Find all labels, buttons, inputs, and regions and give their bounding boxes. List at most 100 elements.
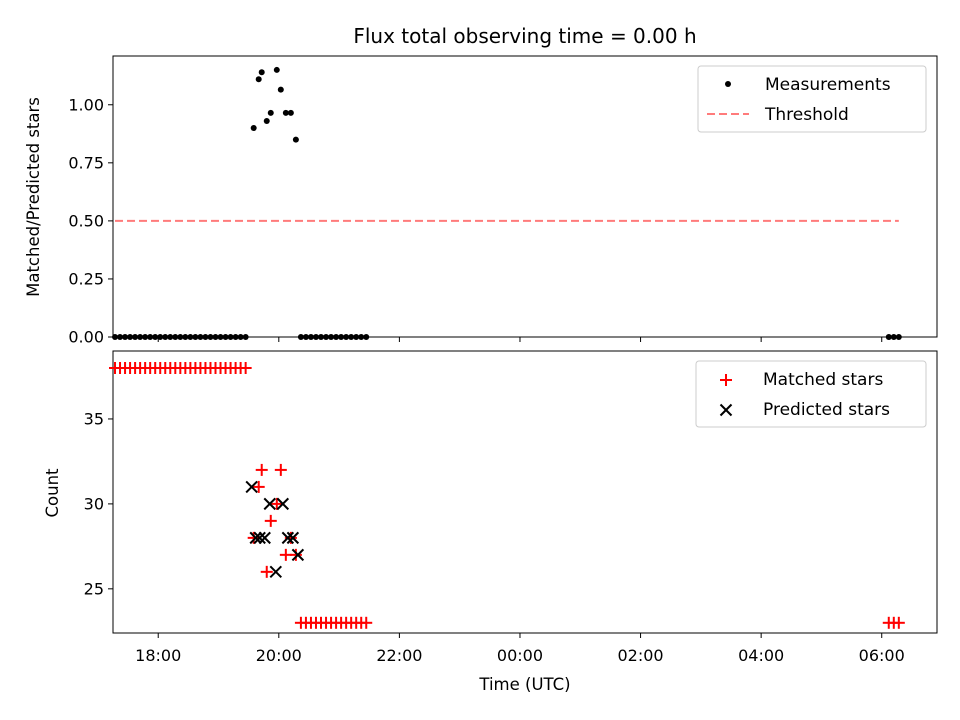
measurement-point-5 <box>137 334 144 340</box>
legend-marker-matched-stars <box>720 374 732 386</box>
measurement-point-1 <box>117 334 124 340</box>
predicted-star-point-5 <box>269 565 282 579</box>
bottom-x-tick-label-5: 04:00 <box>738 646 784 665</box>
matched-star-point-50 <box>360 616 373 629</box>
matched-star-point-32 <box>270 497 283 510</box>
measurement-point-40 <box>312 334 319 340</box>
measurement-point-37 <box>297 334 304 340</box>
measurement-point-22 <box>222 334 229 340</box>
measurement-point-9 <box>157 334 164 340</box>
bottom-x-tick-label-4: 02:00 <box>618 646 664 665</box>
measurement-point-46 <box>343 334 350 340</box>
measurement-point-17 <box>197 334 204 340</box>
measurement-point-18 <box>202 334 209 340</box>
measurement-point-29 <box>258 69 265 76</box>
bottom-panel: 25 30 35 18:00 20:00 22:00 00:00 02:00 04:00 06:… <box>43 350 938 694</box>
top-x-ticks <box>157 337 883 342</box>
predicted-star-point-4 <box>263 497 276 511</box>
measurement-point-21 <box>217 334 224 340</box>
bottom-x-tick-label-0: 18:00 <box>135 646 181 665</box>
chart-title: Flux total observing time = 0.00 h <box>353 24 696 48</box>
bottom-y-ticks: 25 30 35 <box>84 409 113 598</box>
legend-label-measurements: Measurements <box>765 75 891 95</box>
measurement-point-39 <box>307 334 314 340</box>
matched-star-point-30 <box>260 565 273 578</box>
top-y-tick-label-3: 0.75 <box>68 153 104 172</box>
top-y-tick-label-0: 0.00 <box>68 328 104 347</box>
measurement-point-14 <box>182 334 189 340</box>
bottom-y-tick-label-0: 25 <box>84 579 104 598</box>
measurement-point-49 <box>358 334 365 340</box>
matched-star-point-28 <box>252 480 265 493</box>
measurement-point-36 <box>292 136 299 143</box>
bottom-y-axis-label: Count <box>43 468 62 518</box>
top-y-ticks: 0.00 0.25 0.50 0.75 1.00 <box>68 95 113 347</box>
measurement-point-38 <box>302 334 309 340</box>
measurement-point-31 <box>267 109 274 116</box>
bottom-y-tick-label-1: 30 <box>84 494 104 513</box>
measurement-point-4 <box>132 334 139 340</box>
top-legend: Measurements Threshold <box>697 65 927 133</box>
bottom-legend: Matched stars Predicted stars <box>695 360 927 428</box>
top-y-tick-label-4: 1.00 <box>68 95 104 114</box>
measurement-point-15 <box>187 334 194 340</box>
bottom-x-tick-label-3: 00:00 <box>497 646 543 665</box>
predicted-star-point-3 <box>258 531 271 545</box>
measurement-point-12 <box>172 334 179 340</box>
measurement-point-33 <box>277 86 284 93</box>
measurement-point-10 <box>162 334 169 340</box>
measurement-point-13 <box>177 334 184 340</box>
measurement-point-35 <box>287 109 294 116</box>
predicted-star-point-9 <box>291 548 305 562</box>
bottom-legend-box <box>695 360 927 428</box>
measurement-point-2 <box>122 334 129 340</box>
matched-star-point-29 <box>255 463 268 476</box>
legend-marker-predicted-stars <box>719 403 733 417</box>
top-y-tick-label-1: 0.25 <box>68 269 104 288</box>
measurement-point-23 <box>227 334 234 340</box>
legend-label-matched-stars: Matched stars <box>763 370 883 390</box>
measurement-point-32 <box>273 66 280 73</box>
predicted-star-point-6 <box>276 497 290 511</box>
measurement-point-27 <box>250 124 257 131</box>
measurement-point-26 <box>242 334 249 340</box>
measurement-point-24 <box>232 334 239 340</box>
top-y-axis-label: Matched/Predicted stars <box>24 97 43 297</box>
measurement-point-28 <box>255 76 262 83</box>
top-plot-frame <box>112 55 938 338</box>
bottom-x-tick-label-1: 20:00 <box>256 646 302 665</box>
measurement-point-8 <box>152 334 159 340</box>
legend-label-threshold: Threshold <box>764 105 849 125</box>
measurement-point-47 <box>348 334 355 340</box>
predicted-star-point-8 <box>286 531 300 545</box>
matched-star-point-36 <box>289 548 302 561</box>
matched-star-point-26 <box>239 361 252 374</box>
matched-star-point-34 <box>279 548 292 561</box>
measurement-point-52 <box>890 334 897 340</box>
bottom-legend-markers <box>719 374 733 417</box>
bottom-x-tick-label-2: 22:00 <box>376 646 422 665</box>
matched-star-point-31 <box>264 514 277 527</box>
measurement-point-44 <box>333 334 340 340</box>
predicted-stars-series <box>245 480 305 579</box>
predicted-star-point-2 <box>253 531 266 545</box>
predicted-star-point-7 <box>281 531 295 545</box>
measurement-point-41 <box>318 334 325 340</box>
bottom-y-tick-label-2: 35 <box>84 409 104 428</box>
measurement-point-16 <box>192 334 199 340</box>
measurement-point-43 <box>328 334 335 340</box>
matched-star-point-53 <box>892 616 905 629</box>
measurement-point-53 <box>895 334 902 340</box>
bottom-x-ticks: 18:00 20:00 22:00 00:00 02:00 04:00 06:00 <box>135 633 905 665</box>
measurements-series <box>112 66 902 340</box>
measurement-point-20 <box>212 334 219 340</box>
measurement-point-42 <box>323 334 330 340</box>
top-legend-markers <box>707 81 749 115</box>
measurement-point-30 <box>263 118 270 125</box>
bottom-x-tick-label-6: 06:00 <box>859 646 905 665</box>
measurement-point-3 <box>127 334 134 340</box>
top-panel: 0.00 0.25 0.50 0.75 1.00 Matched/Predicted s… <box>24 55 938 347</box>
measurement-point-50 <box>363 334 370 340</box>
legend-marker-measurements <box>725 81 731 87</box>
